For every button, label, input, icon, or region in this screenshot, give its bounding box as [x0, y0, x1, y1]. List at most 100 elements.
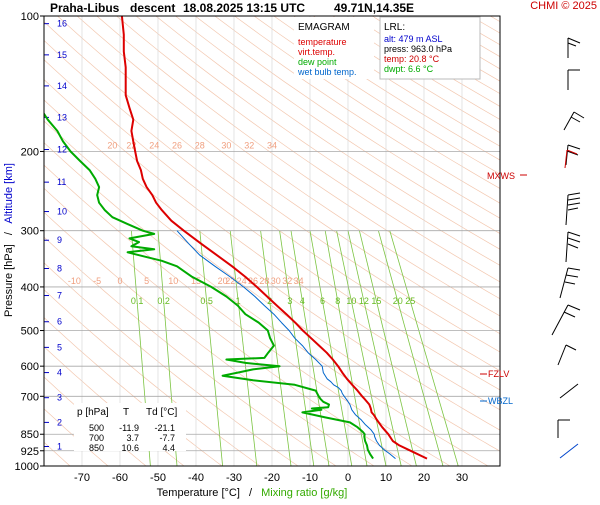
altitude-label: 4	[57, 368, 62, 378]
mixing-ratio-label: 10	[346, 296, 356, 306]
levels-row-500-t: -11.9	[119, 423, 139, 433]
y-tick-label: 600	[21, 361, 39, 373]
theta-label: 20	[107, 140, 117, 150]
legend-item-wet-bulb: wet bulb temp.	[297, 67, 357, 77]
wind-barb	[560, 268, 580, 298]
wind-barb	[566, 145, 580, 165]
y-axis-title: Pressure [hPa] / Altitude [km]	[3, 163, 15, 317]
x-tick-label: 20	[418, 472, 430, 484]
legend-box: EMAGRAM temperature virt.temp. dew point…	[294, 17, 374, 79]
y-tick-label: 200	[21, 146, 39, 158]
mixing-ratio-label: 0.2	[157, 296, 170, 306]
dry-adiabat	[510, 16, 600, 466]
altitude-label: 3	[57, 393, 62, 403]
mixing-ratio-label: 12	[359, 296, 369, 306]
header-mode: descent	[130, 1, 175, 15]
x-tick-label: -60	[112, 472, 128, 484]
wind-barb	[568, 38, 580, 58]
levels-row-700-td: -7.7	[159, 433, 175, 443]
altitude-label: 15	[57, 50, 67, 60]
altitude-label: 13	[57, 112, 67, 122]
theta-label: 30	[271, 276, 281, 286]
mixing-ratio-label: 0.5	[200, 296, 213, 306]
altitude-label: 14	[57, 81, 67, 91]
x-tick-label: -50	[150, 472, 166, 484]
lrl-box: LRL: alt: 479 m ASL press: 963.0 hPa tem…	[380, 17, 480, 79]
mixing-ratio-label: 8	[335, 296, 340, 306]
theta-label: 0	[117, 276, 122, 286]
theta-label: 5	[144, 276, 149, 286]
levels-row-700-t: 3.7	[126, 433, 139, 443]
mixing-ratio-label: 25	[405, 296, 415, 306]
altitude-label: 8	[57, 263, 62, 273]
x-tick-label: -20	[264, 472, 280, 484]
x-tick-label: 10	[380, 472, 392, 484]
theta-label: 26	[172, 140, 182, 150]
mxws-label: MXWS	[487, 171, 515, 181]
y-tick-label: 850	[21, 429, 39, 441]
altitude-label: 11	[57, 177, 66, 187]
altitude-label: 5	[57, 342, 62, 352]
lrl-press: press: 963.0 hPa	[384, 44, 452, 54]
x-tick-label: -10	[302, 472, 318, 484]
x-axis-title: Temperature [°C] / Mixing ratio [g/kg]	[157, 487, 348, 499]
mixing-ratio-label: 3	[287, 296, 292, 306]
legend-title: EMAGRAM	[298, 22, 350, 33]
wind-barb	[564, 112, 584, 130]
mixing-ratio-label: 0.1	[131, 296, 144, 306]
lrl-temp: temp: 20.8 °C	[384, 54, 440, 64]
lrl-title: LRL:	[384, 22, 405, 33]
y-tick-label: 925	[21, 446, 39, 458]
mixing-ratio-label: 4	[300, 296, 305, 306]
x-tick-label: -70	[74, 472, 90, 484]
y-tick-label: 500	[21, 326, 39, 338]
levels-row-500-td: -21.1	[154, 423, 175, 433]
mixing-ratio-label: 6	[320, 296, 325, 306]
header-station: Praha-Libus	[50, 1, 120, 15]
y-tick-label: 700	[21, 391, 39, 403]
theta-label: 10	[168, 276, 178, 286]
legend-item-virt-temp: virt.temp.	[298, 47, 335, 57]
altitude-label: 2	[57, 417, 62, 427]
levels-row-850-p: 850	[89, 443, 104, 453]
fzlv-label: FZLV	[488, 369, 509, 379]
wind-barb	[568, 70, 580, 90]
legend-item-dew-point: dew point	[298, 57, 337, 67]
wbzl-label: WBZL	[488, 396, 513, 406]
altitude-label: 16	[57, 19, 67, 29]
theta-label: 28	[195, 140, 205, 150]
theta-label: 30	[221, 140, 231, 150]
x-tick-label: -40	[188, 472, 204, 484]
levels-header-td: Td [°C]	[146, 407, 177, 418]
wind-barb	[558, 420, 570, 438]
levels-row-700-p: 700	[89, 433, 104, 443]
theta-label: 32	[244, 140, 254, 150]
wind-barb	[566, 193, 580, 225]
wind-barb	[566, 232, 580, 262]
wind-barb	[552, 305, 580, 335]
header-datetime: 18.08.2025 13:15 UTC	[183, 1, 305, 15]
levels-row-850-td: 4.4	[162, 443, 175, 453]
altitude-label: 7	[57, 291, 62, 301]
levels-row-850-t: 10.6	[121, 443, 139, 453]
wind-barb	[560, 384, 578, 398]
theta-label: 34	[267, 140, 277, 150]
altitude-label: 1	[57, 441, 62, 451]
levels-header-p: p [hPa]	[77, 407, 109, 418]
y-tick-label: 1000	[15, 461, 39, 473]
y-tick-label: 300	[21, 226, 39, 238]
header-coords: 49.71N,14.35E	[334, 1, 414, 15]
mixing-ratio-label: 15	[371, 296, 381, 306]
y-tick-label: 100	[21, 11, 39, 23]
altitude-label: 10	[57, 207, 67, 217]
theta-label: 32	[282, 276, 292, 286]
x-tick-label: -30	[226, 472, 242, 484]
x-tick-label: 30	[456, 472, 468, 484]
theta-label: 24	[149, 140, 159, 150]
header-copyright: CHMI © 2025	[530, 0, 597, 12]
theta-label: 34	[294, 276, 304, 286]
y-tick-label: 400	[21, 282, 39, 294]
mixing-ratio-label: 20	[393, 296, 403, 306]
